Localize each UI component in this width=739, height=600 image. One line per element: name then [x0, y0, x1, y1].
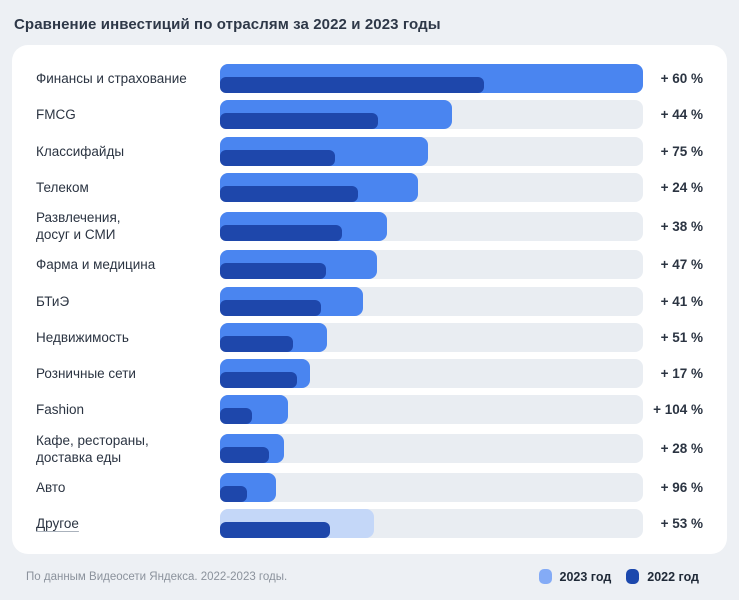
bar-2022: [220, 77, 484, 93]
category-label: FMCG: [36, 107, 76, 123]
bar-2022: [220, 372, 297, 388]
chart-row: FMCG + 44 %: [36, 100, 703, 130]
chart-row: Финансы и страхование + 60 %: [36, 64, 703, 93]
growth-label: + 38 %: [660, 218, 703, 234]
growth-label: + 44 %: [660, 107, 703, 123]
growth-label: + 60 %: [660, 71, 703, 86]
bar-track: [220, 100, 643, 130]
growth-label: + 17 %: [660, 366, 703, 381]
bar-2022: [220, 447, 270, 463]
chart-row: Fashion + 104 %: [36, 395, 703, 425]
bar-2022: [220, 185, 359, 202]
bar-track: [220, 172, 643, 202]
bar-2022: [220, 335, 293, 352]
bar-2022: [220, 408, 252, 425]
category-label: БТиЭ: [36, 293, 70, 309]
bar-2022: [220, 113, 379, 130]
source-text: По данным Видеосети Яндекса. 2022-2023 г…: [26, 570, 288, 583]
chart-row: Развлечения, досуг и СМИ + 38 %: [36, 209, 703, 243]
growth-label: + 47 %: [660, 257, 703, 273]
bar-track: [220, 286, 643, 316]
legend-item-2022: 2022 год: [626, 569, 699, 584]
bar-track: [220, 211, 643, 241]
chart-row: Фарма и медицина + 47 %: [36, 250, 703, 280]
growth-label: + 104 %: [653, 402, 703, 418]
growth-label: + 53 %: [660, 516, 703, 531]
chart-row: Авто + 96 %: [36, 472, 703, 502]
bar-track: [220, 322, 643, 352]
bar-2022: [220, 263, 327, 280]
category-label: Другое: [36, 516, 79, 531]
bar-track: [220, 509, 643, 538]
bar-2022: [220, 485, 248, 502]
growth-label: + 24 %: [660, 179, 703, 195]
chart-row: Недвижимость + 51 %: [36, 322, 703, 352]
growth-label: + 51 %: [660, 329, 703, 345]
chart-row: БТиЭ + 41 %: [36, 286, 703, 316]
page-title: Сравнение инвестиций по отраслям за 2022…: [14, 16, 441, 33]
category-label: Фарма и медицина: [36, 257, 156, 273]
growth-label: + 96 %: [660, 479, 703, 495]
category-label: Fashion: [36, 402, 85, 418]
bar-track: [220, 472, 643, 502]
bar-2022: [220, 224, 343, 241]
category-label: Развлечения, досуг и СМИ: [36, 210, 121, 242]
chart-row: Другое + 53 %: [36, 509, 703, 538]
growth-label: + 28 %: [660, 441, 703, 456]
bar-2022: [220, 522, 330, 538]
chart-row: Кафе, рестораны, доставка еды + 28 %: [36, 432, 703, 466]
chart-card: Финансы и страхование + 60 % FMCG + 44 %…: [12, 45, 727, 554]
bar-2022: [220, 299, 321, 316]
category-label: Телеком: [36, 179, 89, 195]
chart-row: Классифайды + 75 %: [36, 136, 703, 166]
bar-track: [220, 250, 643, 280]
growth-label: + 75 %: [660, 143, 703, 159]
legend: 2023 год 2022 год: [538, 569, 699, 584]
chart-row: Телеком + 24 %: [36, 172, 703, 202]
legend-label: 2022 год: [647, 569, 699, 584]
category-label: Розничные сети: [36, 366, 136, 381]
bar-2022: [220, 149, 336, 166]
category-label: Недвижимость: [36, 329, 129, 345]
legend-item-2023: 2023 год: [538, 569, 612, 584]
bar-track: [220, 64, 643, 93]
chart-rows: Финансы и страхование + 60 % FMCG + 44 %…: [36, 64, 703, 538]
bar-track: [220, 434, 643, 463]
legend-swatch: [538, 569, 552, 584]
chart-row: Розничные сети + 17 %: [36, 359, 703, 388]
category-label: Классифайды: [36, 143, 125, 159]
bar-track: [220, 395, 643, 425]
category-label: Авто: [36, 479, 66, 495]
bar-track: [220, 136, 643, 166]
category-label: Финансы и страхование: [36, 71, 187, 86]
footer: По данным Видеосети Яндекса. 2022-2023 г…: [12, 554, 727, 584]
growth-label: + 41 %: [660, 293, 703, 309]
legend-swatch: [626, 569, 640, 584]
legend-label: 2023 год: [559, 569, 612, 584]
category-label: Кафе, рестораны, доставка еды: [36, 432, 149, 465]
bar-track: [220, 359, 643, 388]
